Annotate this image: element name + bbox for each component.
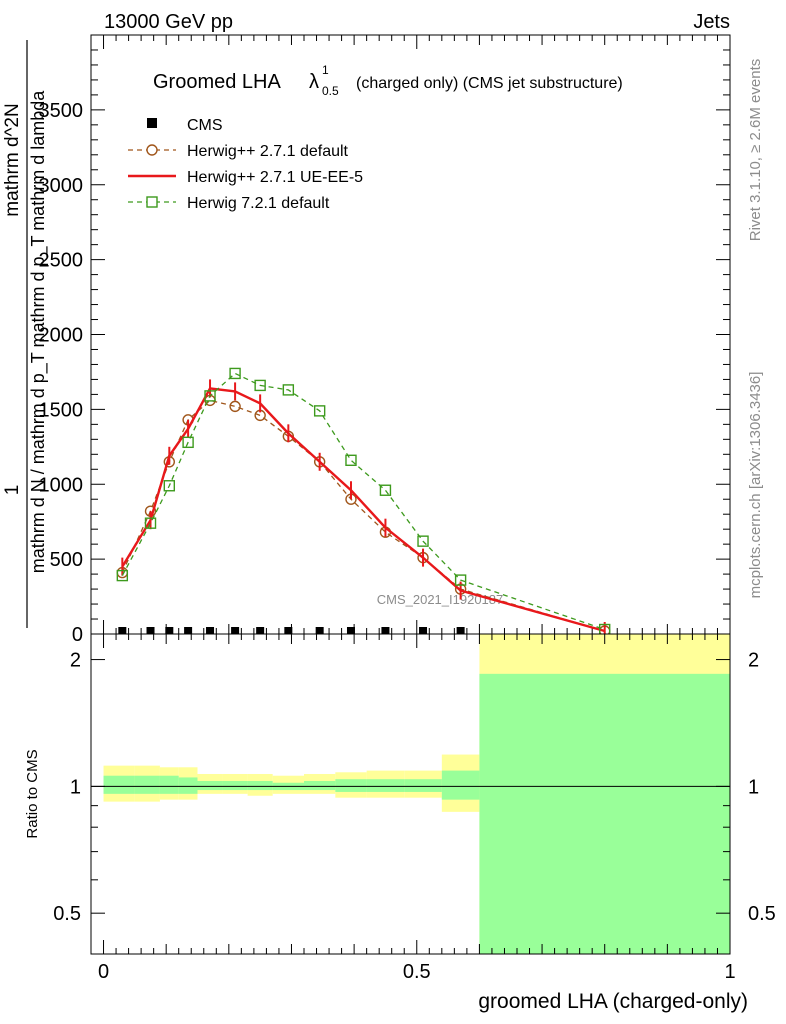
herwig7-point — [116, 569, 129, 582]
header-right: Jets — [693, 11, 730, 33]
cms-point — [315, 627, 324, 634]
cms-point — [118, 627, 127, 634]
cms-point — [456, 627, 465, 634]
herwig7-point — [313, 405, 326, 417]
main-plot-panel: 0 500 1000 1500 2000 2500 3000 3500 CMS_2021_I1… — [39, 34, 731, 646]
legend: CMS Herwig++ 2.7.1 default Herwig++ 2.7.1 … — [128, 117, 363, 212]
cms-point — [231, 627, 240, 634]
main-series — [116, 367, 611, 641]
x-tick-label: 1 — [724, 961, 735, 983]
main-y-tick-label: 500 — [50, 549, 83, 571]
ylabel-one: 1 — [2, 485, 23, 496]
cms-point — [206, 627, 215, 634]
ratio-green-band — [335, 779, 367, 792]
series-line — [121, 399, 605, 632]
ratio-y-tick-label-right: 0.5 — [748, 903, 776, 925]
ratio-bands — [103, 634, 730, 954]
plot-title: Groomed LHA λ 1 0.5 (charged only) (CMS … — [153, 63, 623, 98]
herwig7-point — [254, 379, 266, 392]
herwig7-point — [163, 480, 176, 492]
cms-point — [346, 627, 355, 634]
title-sub: 0.5 — [322, 84, 339, 98]
main-y-tick-label: 1500 — [39, 399, 84, 421]
ylabel-numerator: mathrm d^2N — [2, 103, 23, 216]
title-suffix: (charged only) (CMS jet substructure) — [356, 75, 623, 92]
herwig7-point — [182, 436, 194, 449]
herwig7-point — [229, 367, 241, 380]
ratio-plot-panel: 0.5 0.5 1 1 2 2 — [53, 633, 776, 955]
main-y-tick-label: 2000 — [39, 325, 84, 347]
watermark: CMS_2021_I1920187 — [377, 592, 504, 607]
header-left: 13000 GeV pp — [104, 11, 233, 33]
ratio-frame — [90, 633, 731, 955]
legend-label: Herwig 7.2.1 default — [187, 195, 330, 212]
rivet-label: Rivet 3.1.10, ≥ 2.6M events — [747, 59, 764, 242]
herwig7-point — [282, 384, 295, 396]
legend-label: CMS — [187, 117, 223, 134]
x-tick-labels: 0 0.5 1 — [98, 961, 736, 983]
series-line — [121, 387, 606, 633]
herwig7-point — [345, 454, 357, 466]
ratio-green-band — [197, 780, 223, 791]
title-main: Groomed LHA — [153, 71, 281, 93]
ratio-green-band — [178, 777, 198, 794]
main-y-tick-label: 3500 — [39, 100, 84, 122]
main-y-tick-label: 0 — [72, 624, 83, 646]
x-axis-label: groomed LHA (charged-only) — [478, 990, 748, 1013]
herwig7-point — [379, 484, 392, 496]
ratio-green-band — [366, 779, 405, 792]
ratio-y-tick-labels: 0.5 0.5 1 1 2 2 — [53, 650, 776, 926]
herwig7-point — [417, 535, 429, 547]
ratio-green-band — [134, 775, 160, 794]
herwigpp-default-point — [229, 400, 241, 413]
main-ticks — [91, 35, 731, 635]
main-y-tick-label: 1000 — [39, 474, 84, 496]
ratio-green-band — [247, 780, 273, 791]
cms-point — [256, 627, 265, 634]
herwig7-point — [204, 390, 216, 402]
ratio-green-band — [404, 779, 442, 792]
ratio-green-band — [103, 775, 135, 794]
ratio-green-band — [304, 780, 336, 791]
cms-point — [184, 627, 193, 634]
cms-point — [419, 627, 428, 634]
main-y-tick-label: 3000 — [39, 175, 84, 197]
ratio-green-band — [441, 770, 480, 800]
legend-marker-square — [146, 196, 158, 208]
legend-label: Herwig++ 2.7.1 UE-EE-5 — [187, 169, 363, 186]
ylabel-denominator: mathrm d N / mathrm d p_T mathrm d p_T m… — [28, 90, 49, 573]
series-line — [121, 372, 605, 631]
main-y-label: 1 mathrm d^2N mathrm d N / mathrm d p_T … — [2, 40, 49, 628]
cms-point — [146, 627, 155, 634]
ratio-green-band — [159, 775, 179, 794]
x-tick-label: 0.5 — [403, 961, 431, 983]
x-tick-label: 0 — [98, 961, 109, 983]
ratio-y-tick-label: 0.5 — [53, 903, 81, 925]
herwig7-point — [144, 517, 157, 529]
title-lambda: λ — [309, 71, 319, 93]
herwig7-point — [454, 574, 467, 586]
ratio-y-tick-label-right: 1 — [748, 776, 759, 798]
ratio-y-label: Ratio to CMS — [24, 749, 41, 838]
legend-marker-cms — [147, 118, 157, 128]
legend-marker-circle — [146, 144, 158, 156]
ratio-y-tick-label-right: 2 — [748, 650, 759, 672]
cms-point — [165, 627, 174, 634]
main-y-tick-label: 2500 — [39, 250, 84, 272]
legend-label: Herwig++ 2.7.1 default — [187, 143, 349, 160]
ratio-y-tick-label: 2 — [70, 650, 81, 672]
mcplots-label: mcplots.cern.ch [arXiv:1306.3436] — [747, 372, 764, 599]
cms-point — [381, 627, 390, 634]
ratio-green-band — [222, 780, 248, 791]
ratio-green-band — [479, 673, 730, 954]
cms-point — [284, 627, 293, 634]
main-y-tick-labels: 0 500 1000 1500 2000 2500 3000 3500 — [39, 100, 84, 646]
ratio-y-tick-label: 1 — [70, 776, 81, 798]
title-sup: 1 — [322, 63, 329, 77]
